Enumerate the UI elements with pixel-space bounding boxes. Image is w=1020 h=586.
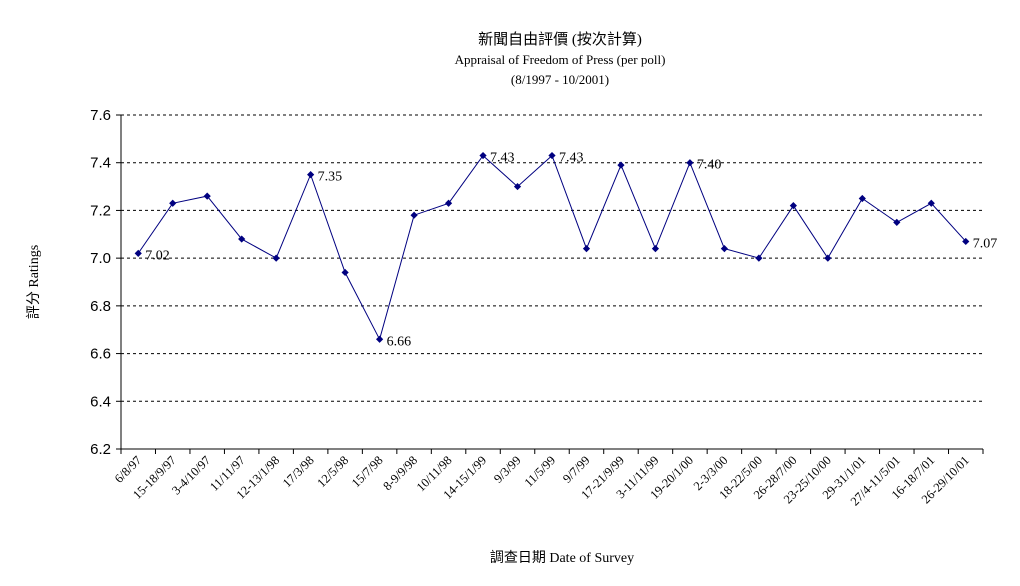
y-tick-label: 6.8 [90, 298, 111, 315]
series-line-path [137, 154, 967, 341]
x-tick-label: 15/7/98 [349, 453, 386, 490]
x-tick-label: 11/5/99 [522, 453, 559, 490]
data-point [789, 202, 797, 210]
data-label: 7.35 [318, 170, 343, 185]
data-point [720, 245, 728, 253]
y-tick-label: 7.2 [90, 202, 111, 219]
x-tick-label: 3-4/10/97 [169, 453, 213, 497]
data-label: 7.02 [145, 248, 170, 263]
y-tick-labels: 6.2 6.4 6.6 6.8 7.0 7.2 7.4 7.6 [90, 107, 111, 458]
y-tick-label: 7.4 [90, 155, 111, 172]
x-tick-label: 17/3/98 [280, 453, 317, 490]
data-point [169, 199, 177, 207]
y-tick-label: 7.0 [90, 250, 111, 267]
x-tick-label: 12/5/98 [314, 453, 351, 490]
y-tick-label: 7.6 [90, 107, 111, 124]
chart-date-range: (8/1997 - 10/2001) [511, 72, 609, 87]
data-label: 6.66 [387, 334, 412, 349]
y-tick-label: 6.2 [90, 441, 111, 458]
data-point [307, 171, 315, 179]
data-label: 7.07 [973, 236, 998, 251]
data-point [824, 254, 832, 262]
y-tick-label: 6.4 [90, 393, 111, 410]
x-axis-label: 調查日期 Date of Survey [490, 550, 634, 566]
series-line [137, 154, 967, 341]
data-point [893, 218, 901, 226]
x-tick-label: 9/3/99 [491, 453, 523, 485]
data-point [376, 335, 384, 343]
chart-subtitle: Appraisal of Freedom of Press (per poll) [455, 52, 666, 67]
data-markers [134, 151, 970, 343]
data-point [513, 182, 522, 191]
data-point [134, 249, 142, 257]
x-tick-labels: 6/8/9715-18/9/973-4/10/9711/11/9712-13/1… [112, 453, 972, 508]
data-point [341, 268, 349, 277]
y-axis-label: 評分 Ratings [26, 245, 42, 319]
chart-titles: 新聞自由評價 (按次計算) Appraisal of Freedom of Pr… [455, 30, 666, 87]
data-point [755, 254, 763, 262]
data-labels: 7.02 7.35 6.66 7.43 7.43 7.40 7.07 [145, 151, 997, 350]
data-point [962, 237, 970, 246]
data-label: 7.40 [697, 158, 722, 173]
data-point [238, 235, 246, 243]
x-tick-label: 9/7/99 [560, 453, 592, 485]
data-point [272, 254, 280, 262]
axes [116, 114, 984, 454]
data-label: 7.43 [490, 151, 515, 166]
data-point [858, 194, 866, 203]
data-point [479, 151, 487, 160]
data-point [617, 161, 625, 169]
data-point [651, 245, 660, 253]
y-tick-label: 6.6 [90, 346, 111, 363]
data-point [582, 245, 591, 253]
chart-title: 新聞自由評價 (按次計算) [478, 30, 642, 48]
x-tick-label: 6/8/97 [112, 453, 144, 485]
x-tick-label: 8-9/9/98 [380, 453, 420, 493]
data-point [927, 199, 935, 207]
data-point [548, 151, 556, 160]
data-point [686, 159, 694, 167]
data-point [203, 192, 211, 200]
data-point [444, 199, 453, 207]
data-point [410, 211, 418, 219]
data-label: 7.43 [559, 151, 584, 166]
